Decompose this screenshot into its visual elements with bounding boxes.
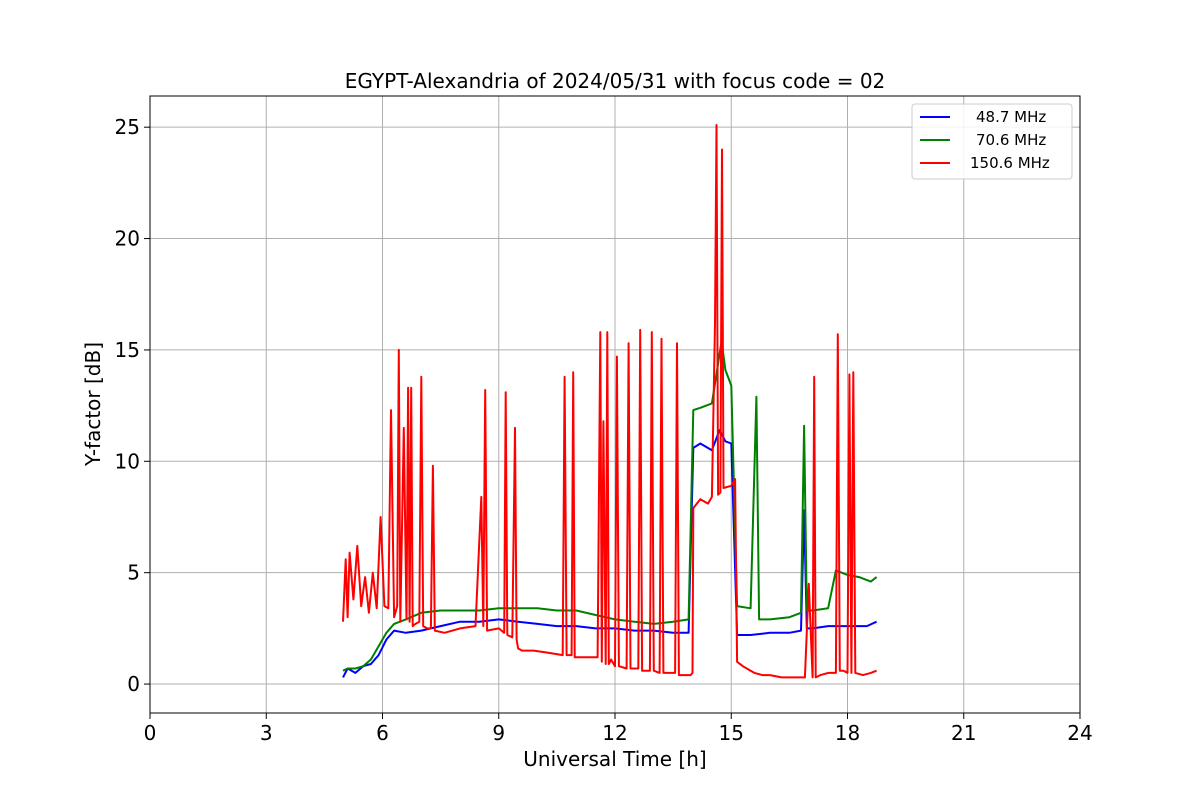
legend-label-48-7mhz: 48.7 MHz: [976, 108, 1046, 126]
x-tick-label: 15: [719, 721, 744, 745]
legend-label-150-6mhz: 150.6 MHz: [970, 154, 1050, 172]
x-tick-label: 18: [835, 721, 860, 745]
x-tick-label: 12: [602, 721, 627, 745]
y-tick-label: 10: [115, 449, 140, 473]
x-axis-label: Universal Time [h]: [523, 747, 706, 771]
y-tick-label: 15: [115, 338, 140, 362]
y-tick-label: 5: [127, 561, 140, 585]
legend-box: [911, 103, 1073, 180]
x-tick-label: 21: [951, 721, 976, 745]
y-tick-label: 0: [127, 672, 140, 696]
x-tick-label: 0: [144, 721, 157, 745]
series-layer: [342, 124, 878, 679]
x-tick-label: 24: [1067, 721, 1092, 745]
y-tick-label: 20: [115, 227, 140, 251]
series-line-150-6-mhz: [342, 124, 877, 679]
x-axis: 0 3 6 9 12 15 18 21 24: [144, 713, 1093, 745]
y-tick-label: 25: [115, 115, 140, 139]
x-tick-label: 9: [492, 721, 505, 745]
chart-title: EGYPT-Alexandria of 2024/05/31 with focu…: [345, 69, 886, 93]
y-axis-label: Y-factor [dB]: [81, 342, 105, 467]
legend-label-70-6mhz: 70.6 MHz: [976, 131, 1046, 149]
legend: 48.7 MHz 70.6 MHz 150.6 MHz: [911, 103, 1073, 180]
x-tick-label: 6: [376, 721, 389, 745]
x-tick-label: 3: [260, 721, 273, 745]
y-axis: 0 5 10 15 20 25: [115, 115, 150, 696]
